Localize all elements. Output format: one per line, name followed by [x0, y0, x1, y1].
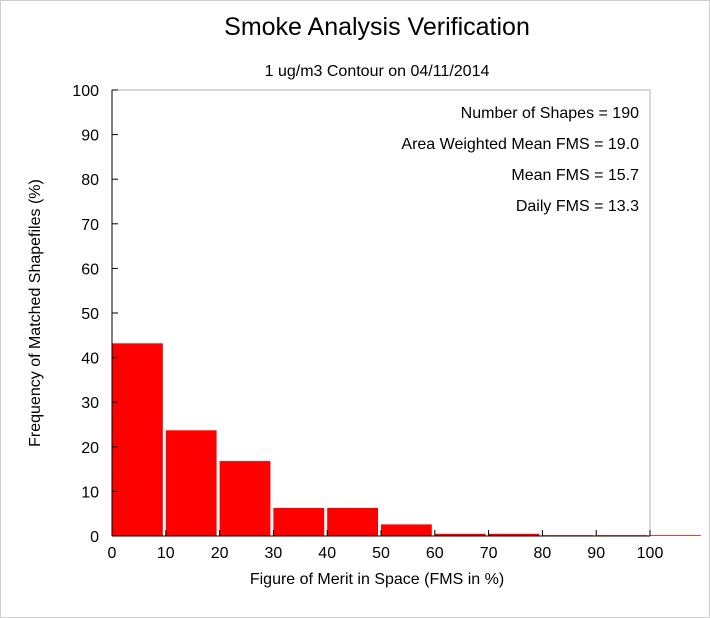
x-tick-label: 0	[108, 545, 117, 562]
x-tick-label: 60	[426, 545, 444, 562]
y-tick-label: 100	[72, 83, 99, 100]
stats-annotation-1: Area Weighted Mean FMS = 19.0	[401, 136, 639, 153]
histogram-bar-1	[165, 430, 217, 536]
x-tick-label: 50	[372, 545, 390, 562]
y-tick-label: 10	[81, 484, 99, 501]
histogram-bar-7	[488, 533, 540, 536]
stats-annotation-3: Daily FMS = 13.3	[516, 198, 639, 215]
chart-subtitle: 1 ug/m3 Contour on 04/11/2014	[265, 63, 490, 80]
x-tick-label: 90	[587, 545, 605, 562]
y-tick-label: 20	[81, 440, 99, 457]
x-tick-label: 100	[637, 545, 664, 562]
chart-title: Smoke Analysis Verification	[224, 13, 530, 41]
histogram-bar-10	[650, 535, 701, 536]
x-tick-label: 10	[157, 545, 175, 562]
histogram-bar-2	[219, 461, 271, 536]
axes-group	[111, 89, 651, 537]
y-tick-labels: 0 10 20 30 40 50 60 70 80 90 100	[72, 83, 99, 546]
x-tick-label: 20	[211, 545, 229, 562]
histogram-bar-6	[434, 533, 486, 536]
histogram-bar-5	[381, 524, 432, 536]
histogram-bar-0	[112, 343, 163, 536]
x-tick-label: 70	[480, 545, 498, 562]
x-tick-label: 30	[265, 545, 283, 562]
y-tick-label: 0	[90, 529, 99, 546]
x-tick-label: 40	[318, 545, 336, 562]
y-tick-label: 90	[81, 128, 99, 145]
x-tick-labels: 0 10 20 30 40 50 60 70 80 90 100	[108, 545, 664, 562]
y-tick-label: 40	[81, 351, 99, 368]
y-tick-label: 80	[81, 172, 99, 189]
y-tick-label: 50	[81, 306, 99, 323]
x-axis-label: Figure of Merit in Space (FMS in %)	[250, 571, 504, 588]
stats-annotations: Number of Shapes = 190 Area Weighted Mean…	[401, 105, 639, 215]
y-tick-label: 30	[81, 395, 99, 412]
histogram-bar-3	[273, 507, 325, 536]
stats-annotation-0: Number of Shapes = 190	[461, 105, 639, 122]
x-tick-label: 80	[534, 545, 552, 562]
y-tick-label: 70	[81, 217, 99, 234]
histogram-bar-4	[327, 507, 378, 536]
stats-annotation-2: Mean FMS = 15.7	[511, 167, 639, 184]
y-tick-label: 60	[81, 261, 99, 278]
y-axis-label: Frequency of Matched Shapefiles (%)	[27, 179, 44, 447]
bars-group	[112, 343, 701, 536]
